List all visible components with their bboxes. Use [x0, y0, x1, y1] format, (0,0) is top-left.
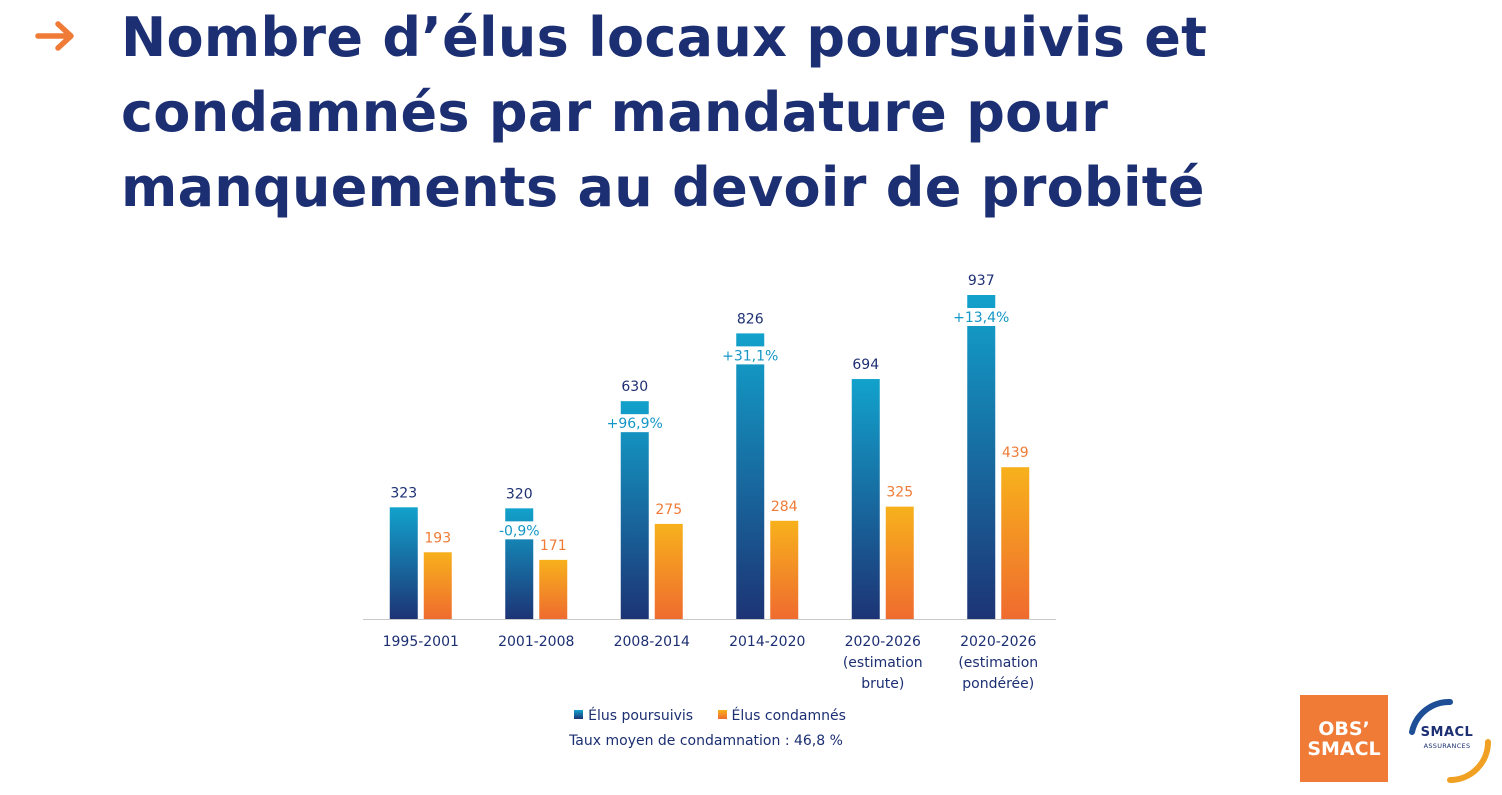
- arrow-right-icon: [35, 21, 74, 51]
- bar-poursuivis: [967, 295, 996, 619]
- bar-condamnes: [1001, 467, 1030, 619]
- legend-item-condamnes: Élus condamnés: [717, 708, 846, 724]
- page-title: Nombre d’élus locaux poursuivis et conda…: [121, 0, 1321, 225]
- data-label-poursuivis: 694: [852, 357, 879, 373]
- bar-condamnes: [423, 552, 452, 619]
- smacl-swoosh-icon: [1409, 698, 1491, 783]
- bar-condamnes: [885, 506, 914, 619]
- x-tick-label: 1995-2001: [383, 634, 459, 650]
- legend-swatch-poursuivis: [574, 710, 584, 719]
- title-line-1: Nombre d’élus locaux poursuivis et: [121, 6, 1208, 69]
- x-tick-label: 2020-2026: [845, 634, 921, 650]
- smacl-logo-subtitle: ASSURANCES: [1423, 742, 1471, 750]
- bar-poursuivis: [851, 379, 880, 619]
- x-tick-label: 2014-2020: [729, 634, 805, 650]
- growth-label-background: [710, 346, 791, 365]
- legend-swatch-condamnes: [717, 710, 727, 719]
- data-label-poursuivis: 630: [621, 379, 648, 395]
- x-tick-label: pondérée): [962, 676, 1034, 692]
- growth-label: +13,4%: [953, 310, 1009, 326]
- bar-poursuivis: [620, 401, 649, 619]
- data-label-poursuivis: 937: [968, 273, 995, 289]
- chart-legend: Élus poursuivis Élus condamnés: [0, 708, 1420, 724]
- data-label-condamnes: 171: [540, 538, 567, 554]
- legend-label-poursuivis: Élus poursuivis: [588, 708, 694, 724]
- growth-label: +96,9%: [607, 416, 663, 432]
- bar-condamnes: [539, 559, 568, 619]
- data-label-condamnes: 275: [655, 502, 682, 518]
- data-label-condamnes: 439: [1002, 445, 1029, 461]
- data-label-poursuivis: 826: [737, 311, 764, 327]
- x-tick-label: brute): [861, 676, 904, 692]
- smacl-logo-name: SMACL: [1420, 725, 1474, 740]
- chart-note: Taux moyen de condamnation : 46,8 %: [569, 733, 843, 749]
- data-label-condamnes: 193: [424, 530, 451, 546]
- growth-label: -0,9%: [499, 523, 540, 539]
- title-line-2: condamnés par mandature pour: [121, 81, 1109, 144]
- obs-smacl-logo: OBS’ SMACL: [1300, 695, 1388, 782]
- data-label-poursuivis: 323: [390, 485, 417, 501]
- obs-logo-line-2: SMACL: [1307, 737, 1381, 760]
- x-tick-label: 2001-2008: [498, 634, 574, 650]
- x-tick-label: 2008-2014: [614, 634, 690, 650]
- smacl-assurances-logo: SMACL ASSURANCES: [1402, 694, 1498, 786]
- data-label-poursuivis: 320: [506, 486, 533, 502]
- obs-logo-line-1: OBS’: [1318, 717, 1370, 740]
- legend-item-poursuivis: Élus poursuivis: [574, 708, 693, 724]
- x-tick-label: (estimation: [958, 655, 1038, 671]
- growth-label: +31,1%: [722, 348, 778, 364]
- legend-label-condamnes: Élus condamnés: [731, 708, 846, 724]
- bar-condamnes: [654, 523, 683, 619]
- growth-label-background: [479, 521, 560, 540]
- growth-label-background: [941, 308, 1022, 326]
- x-tick-label: 2020-2026: [960, 634, 1036, 650]
- bar-condamnes: [770, 520, 799, 619]
- bar-poursuivis: [389, 507, 418, 619]
- title-line-3: manquements au devoir de probité: [121, 156, 1205, 219]
- x-tick-label: (estimation: [843, 655, 923, 671]
- bar-poursuivis: [736, 333, 765, 619]
- data-label-condamnes: 284: [771, 499, 798, 515]
- data-label-condamnes: 325: [886, 485, 913, 501]
- growth-label-background: [594, 414, 675, 433]
